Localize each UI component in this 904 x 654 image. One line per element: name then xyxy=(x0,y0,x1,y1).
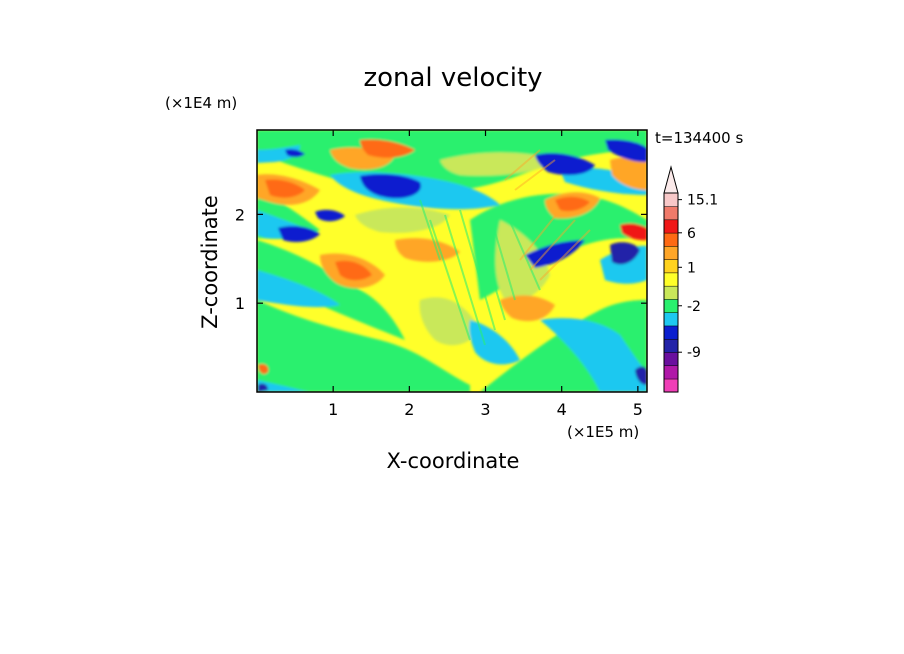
colorbar-swatch xyxy=(663,312,679,327)
colorbar: 15.1 6 1 -2 -9 xyxy=(663,165,718,393)
colorbar-swatch xyxy=(663,219,679,234)
colorbar-swatch xyxy=(663,365,679,380)
colorbar-swatch xyxy=(663,351,679,367)
colorbar-swatch xyxy=(663,325,679,340)
colorbar-swatch xyxy=(663,245,679,260)
colorbar-extend-arrow xyxy=(663,165,679,194)
y-axis-ticks: 12 xyxy=(235,205,647,313)
y-tick-label: 2 xyxy=(235,205,245,224)
colorbar-label: 1 xyxy=(687,260,696,276)
x-tick-label: 5 xyxy=(633,400,643,419)
x-axis-label: X-coordinate xyxy=(387,449,520,473)
x-tick-label: 3 xyxy=(480,400,490,419)
colorbar-swatch xyxy=(663,206,679,221)
colorbar-label: 6 xyxy=(687,226,696,242)
colorbar-swatch xyxy=(663,298,679,313)
colorbar-frame xyxy=(663,192,679,393)
colorbar-swatch xyxy=(663,285,679,300)
x-axis-ticks: 1 2 3 4 5 xyxy=(328,130,643,419)
y-unit-label: (×1E4 m) xyxy=(165,94,237,112)
colorbar-label: -9 xyxy=(687,345,701,361)
contour-field xyxy=(257,130,647,392)
plot-frame xyxy=(256,129,648,393)
x-tick-label: 1 xyxy=(328,400,338,419)
colorbar-swatch xyxy=(663,378,679,393)
y-tick-label: 1 xyxy=(235,294,245,313)
x-tick-label: 4 xyxy=(557,400,567,419)
x-unit-label: (×1E5 m) xyxy=(567,423,639,441)
colorbar-swatch xyxy=(663,232,679,247)
colorbar-swatch xyxy=(663,192,679,207)
y-axis-label: Z-coordinate xyxy=(198,195,222,329)
chart-title: zonal velocity xyxy=(363,63,542,93)
time-label: t=134400 s xyxy=(655,129,743,147)
colorbar-swatch xyxy=(663,338,679,353)
colorbar-label: -2 xyxy=(687,299,701,315)
colorbar-swatch xyxy=(663,259,679,274)
x-tick-label: 2 xyxy=(404,400,414,419)
colorbar-label: 15.1 xyxy=(687,193,718,209)
colorbar-swatch xyxy=(663,272,679,287)
